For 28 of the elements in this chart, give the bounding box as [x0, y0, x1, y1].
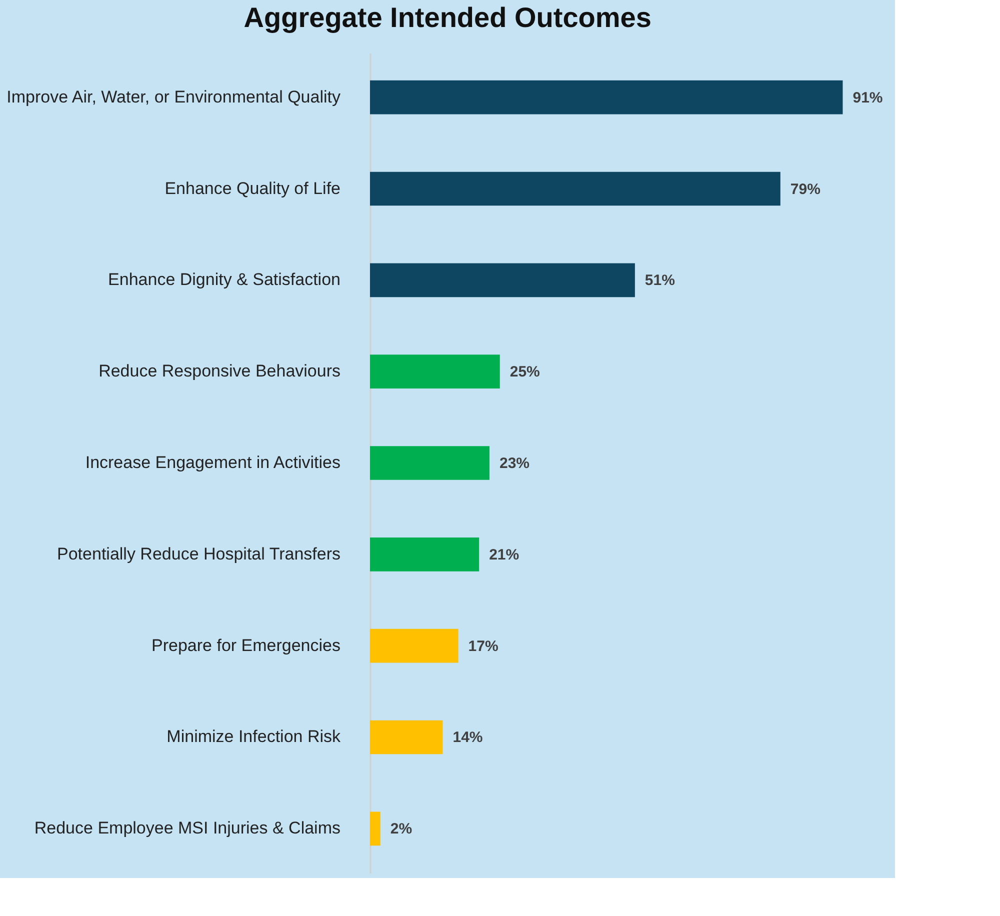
chart-title: Aggregate Intended Outcomes: [244, 2, 652, 33]
y-tick-label: Reduce Responsive Behaviours: [98, 362, 340, 381]
bar: [370, 538, 480, 572]
data-label: 25%: [510, 364, 540, 381]
y-tick-label: Enhance Quality of Life: [164, 178, 340, 198]
y-tick-label: Reduce Employee MSI Injuries & Claims: [34, 818, 340, 838]
y-tick-label: Enhance Dignity & Satisfaction: [108, 270, 340, 290]
data-label: 23%: [499, 455, 530, 472]
y-tick-label: Increase Engagement in Activities: [85, 453, 340, 472]
y-tick-label: Minimize Infection Risk: [166, 727, 341, 746]
bar: [370, 812, 380, 846]
bar: [370, 628, 458, 663]
bar: [370, 263, 635, 298]
y-tick-label: Potentially Reduce Hospital Transfers: [57, 544, 340, 564]
bar: [370, 446, 490, 480]
data-label: 51%: [644, 272, 675, 290]
data-label: 2%: [390, 820, 412, 838]
data-label: 21%: [489, 546, 520, 564]
y-tick-label: Prepare for Emergencies: [152, 636, 340, 655]
data-label: 14%: [452, 729, 483, 746]
bar: [370, 354, 500, 388]
bar: [370, 80, 843, 114]
bar: [370, 720, 443, 754]
data-label: 91%: [852, 89, 883, 106]
data-label: 17%: [468, 638, 498, 655]
data-label: 79%: [790, 180, 820, 198]
y-tick-label: Improve Air, Water, or Environmental Quality: [6, 87, 341, 106]
bar: [370, 172, 780, 206]
